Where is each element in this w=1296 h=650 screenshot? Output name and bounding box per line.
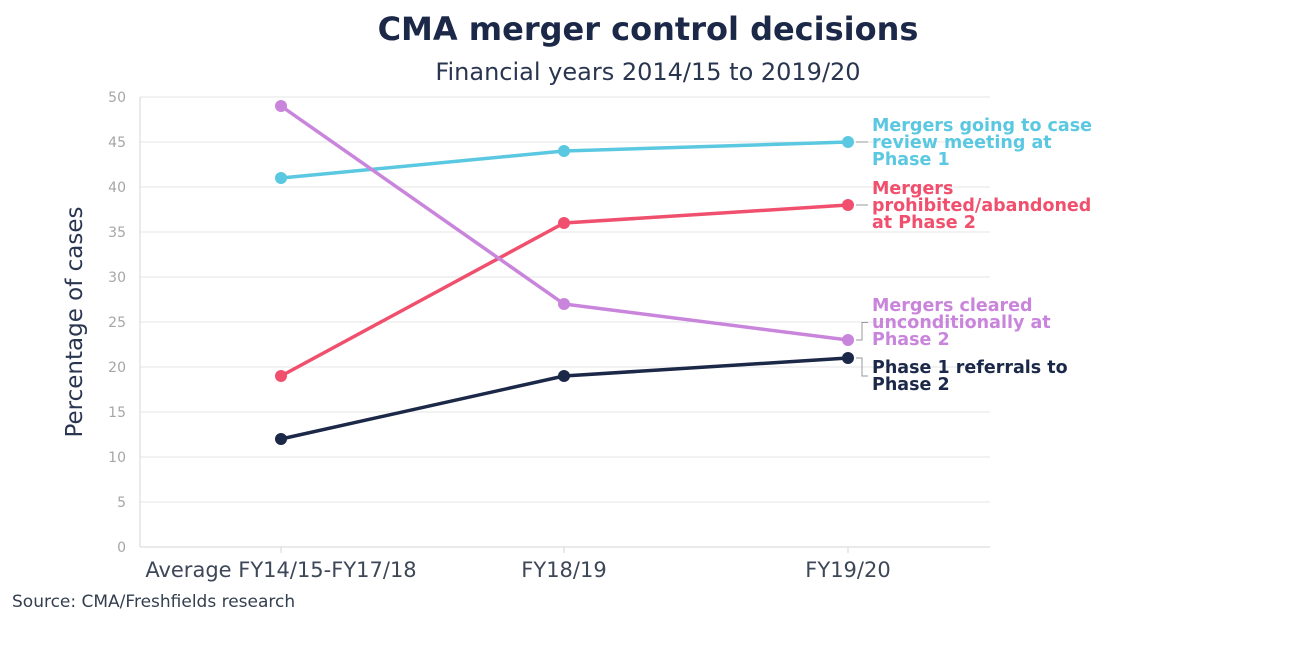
y-tick-label: 50 (108, 90, 126, 106)
data-point (558, 145, 570, 157)
data-point (558, 298, 570, 310)
y-tick-label: 10 (108, 450, 126, 466)
series-lines (275, 100, 854, 445)
chart-subtitle: Financial years 2014/15 to 2019/20 (435, 58, 861, 86)
data-point (558, 370, 570, 382)
y-tick-label: 20 (108, 360, 126, 376)
series-label: unconditionally at (872, 313, 1051, 333)
series-label: prohibited/abandoned (872, 196, 1091, 216)
series-label: review meeting at (872, 133, 1052, 153)
series-label: Mergers going to case (872, 116, 1092, 136)
data-point (842, 199, 854, 211)
series-label: Mergers cleared (872, 296, 1033, 316)
y-tick-label: 40 (108, 180, 126, 196)
data-point (275, 100, 287, 112)
y-axis-title: Percentage of cases (62, 206, 88, 437)
y-tick-label: 25 (108, 315, 126, 331)
source-note: Source: CMA/Freshfields research (12, 592, 296, 612)
data-point (275, 172, 287, 184)
series-label: at Phase 2 (872, 213, 976, 233)
data-point (275, 433, 287, 445)
label-connector (856, 357, 868, 377)
series-label: Phase 2 (872, 330, 950, 350)
series-line (279, 203, 850, 378)
series-label: Phase 1 (872, 150, 950, 170)
series-label: Phase 2 (872, 375, 950, 395)
gridlines (140, 96, 990, 548)
y-tick-label: 35 (108, 225, 126, 241)
chart-title: CMA merger control decisions (377, 10, 919, 48)
data-point (558, 217, 570, 229)
data-point (842, 334, 854, 346)
data-point (842, 352, 854, 364)
axes: 0 5 10 15 20 25 30 35 40 45 50 Average FY14/15-FY17… (62, 90, 891, 582)
y-tick-label: 0 (117, 540, 126, 556)
y-tick-label: 30 (108, 270, 126, 286)
x-tick-label: Average FY14/15-FY17/18 (145, 558, 416, 582)
x-tick-label: FY18/19 (521, 558, 606, 582)
y-tick-label: 45 (108, 135, 126, 151)
x-tick-label: FY19/20 (805, 558, 890, 582)
y-tick-label: 15 (108, 405, 126, 421)
data-point (842, 136, 854, 148)
y-tick-label: 5 (117, 495, 126, 511)
data-point (275, 370, 287, 382)
label-connector (856, 322, 868, 341)
series-label: Mergers (872, 179, 953, 199)
series-label: Phase 1 referrals to (872, 358, 1068, 378)
